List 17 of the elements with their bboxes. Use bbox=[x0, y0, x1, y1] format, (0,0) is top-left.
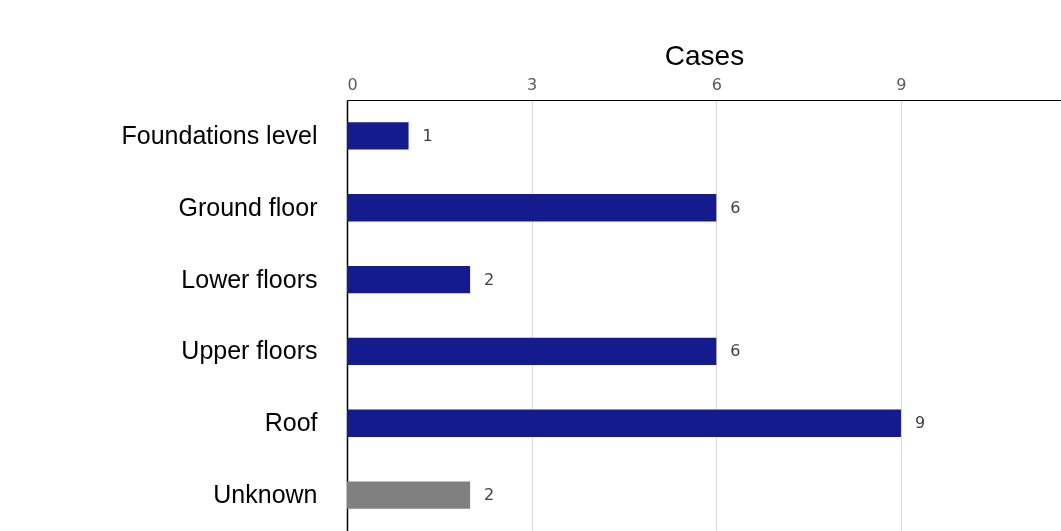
y-tick-label: Ground floor bbox=[178, 192, 318, 221]
y-tick-label: Lower floors bbox=[181, 264, 318, 293]
x-axis-title: Cases bbox=[664, 39, 745, 71]
x-tick-label: 3 bbox=[527, 74, 538, 94]
data-label: 6 bbox=[730, 197, 741, 217]
data-label: 9 bbox=[914, 413, 926, 433]
x-tick-label: 6 bbox=[711, 74, 722, 94]
x-tick-label: 0 bbox=[347, 74, 358, 94]
data-label: 1 bbox=[422, 125, 433, 145]
data-label: 2 bbox=[484, 485, 495, 505]
y-tick-label: Roof bbox=[264, 408, 318, 437]
y-tick-label: Upper floors bbox=[181, 336, 318, 365]
y-tick-label: Foundations level bbox=[121, 120, 318, 149]
x-tick-label: 9 bbox=[896, 74, 907, 94]
y-tick-label: Unknown bbox=[213, 480, 318, 509]
data-label: 2 bbox=[484, 269, 495, 289]
data-label: 6 bbox=[730, 341, 741, 361]
